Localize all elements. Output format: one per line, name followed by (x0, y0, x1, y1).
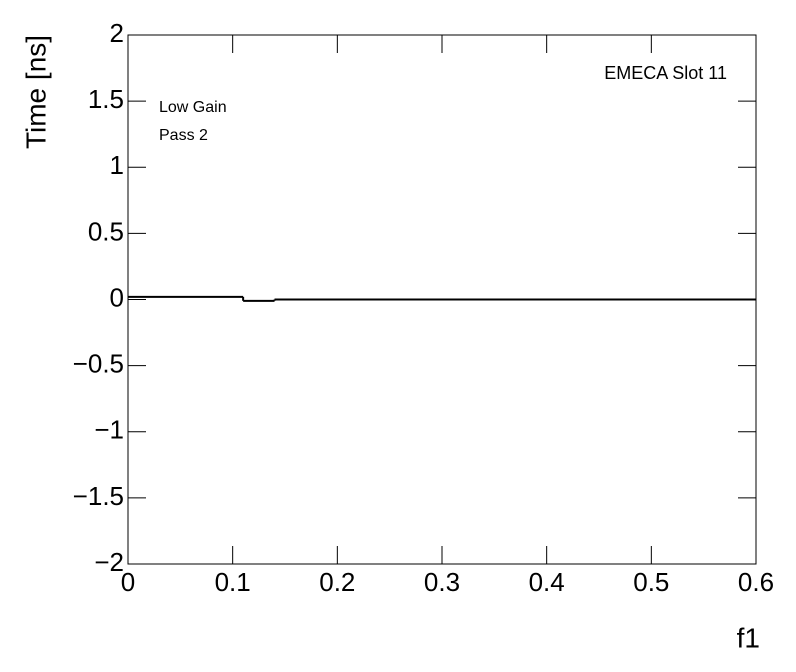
x-axis-label: f1 (737, 622, 760, 653)
y-tick-label: −2 (94, 547, 124, 577)
y-tick-label: 1 (110, 150, 124, 180)
x-tick-label: 0.2 (319, 567, 355, 597)
annotation: EMECA Slot 11 (604, 63, 727, 83)
x-tick-label: 0.4 (529, 567, 565, 597)
y-tick-label: 2 (110, 18, 124, 48)
y-axis-label: Time [ns] (20, 35, 51, 149)
y-tick-label: −0.5 (73, 349, 124, 379)
y-tick-label: −1 (94, 415, 124, 445)
annotation: Low Gain (159, 99, 227, 116)
x-tick-label: 0.6 (738, 567, 774, 597)
y-tick-label: −1.5 (73, 481, 124, 511)
x-tick-label: 0.5 (633, 567, 669, 597)
y-tick-label: 1.5 (88, 84, 124, 114)
y-tick-label: 0 (110, 282, 124, 312)
y-tick-label: 0.5 (88, 216, 124, 246)
x-tick-label: 0 (121, 567, 135, 597)
x-tick-label: 0.1 (215, 567, 251, 597)
x-tick-label: 0.3 (424, 567, 460, 597)
annotation: Pass 2 (159, 127, 208, 144)
